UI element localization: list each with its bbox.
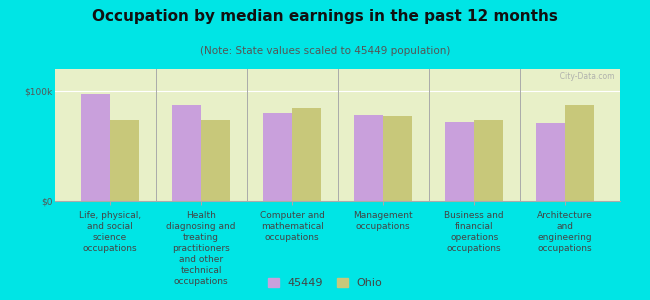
- Bar: [474, 120, 503, 201]
- Text: Occupation by median earnings in the past 12 months: Occupation by median earnings in the pas…: [92, 9, 558, 24]
- Text: (Note: State values scaled to 45449 population): (Note: State values scaled to 45449 popu…: [200, 46, 450, 56]
- Bar: [445, 122, 474, 201]
- Bar: [263, 113, 292, 201]
- Bar: [172, 105, 201, 201]
- Bar: [292, 107, 321, 201]
- Bar: [566, 105, 594, 201]
- Bar: [384, 116, 412, 201]
- Bar: [354, 115, 383, 201]
- Bar: [110, 120, 139, 201]
- Legend: 45449, Ohio: 45449, Ohio: [265, 274, 385, 291]
- Bar: [81, 94, 110, 201]
- Bar: [536, 123, 566, 201]
- Bar: [201, 120, 230, 201]
- Text: City-Data.com: City-Data.com: [555, 72, 614, 81]
